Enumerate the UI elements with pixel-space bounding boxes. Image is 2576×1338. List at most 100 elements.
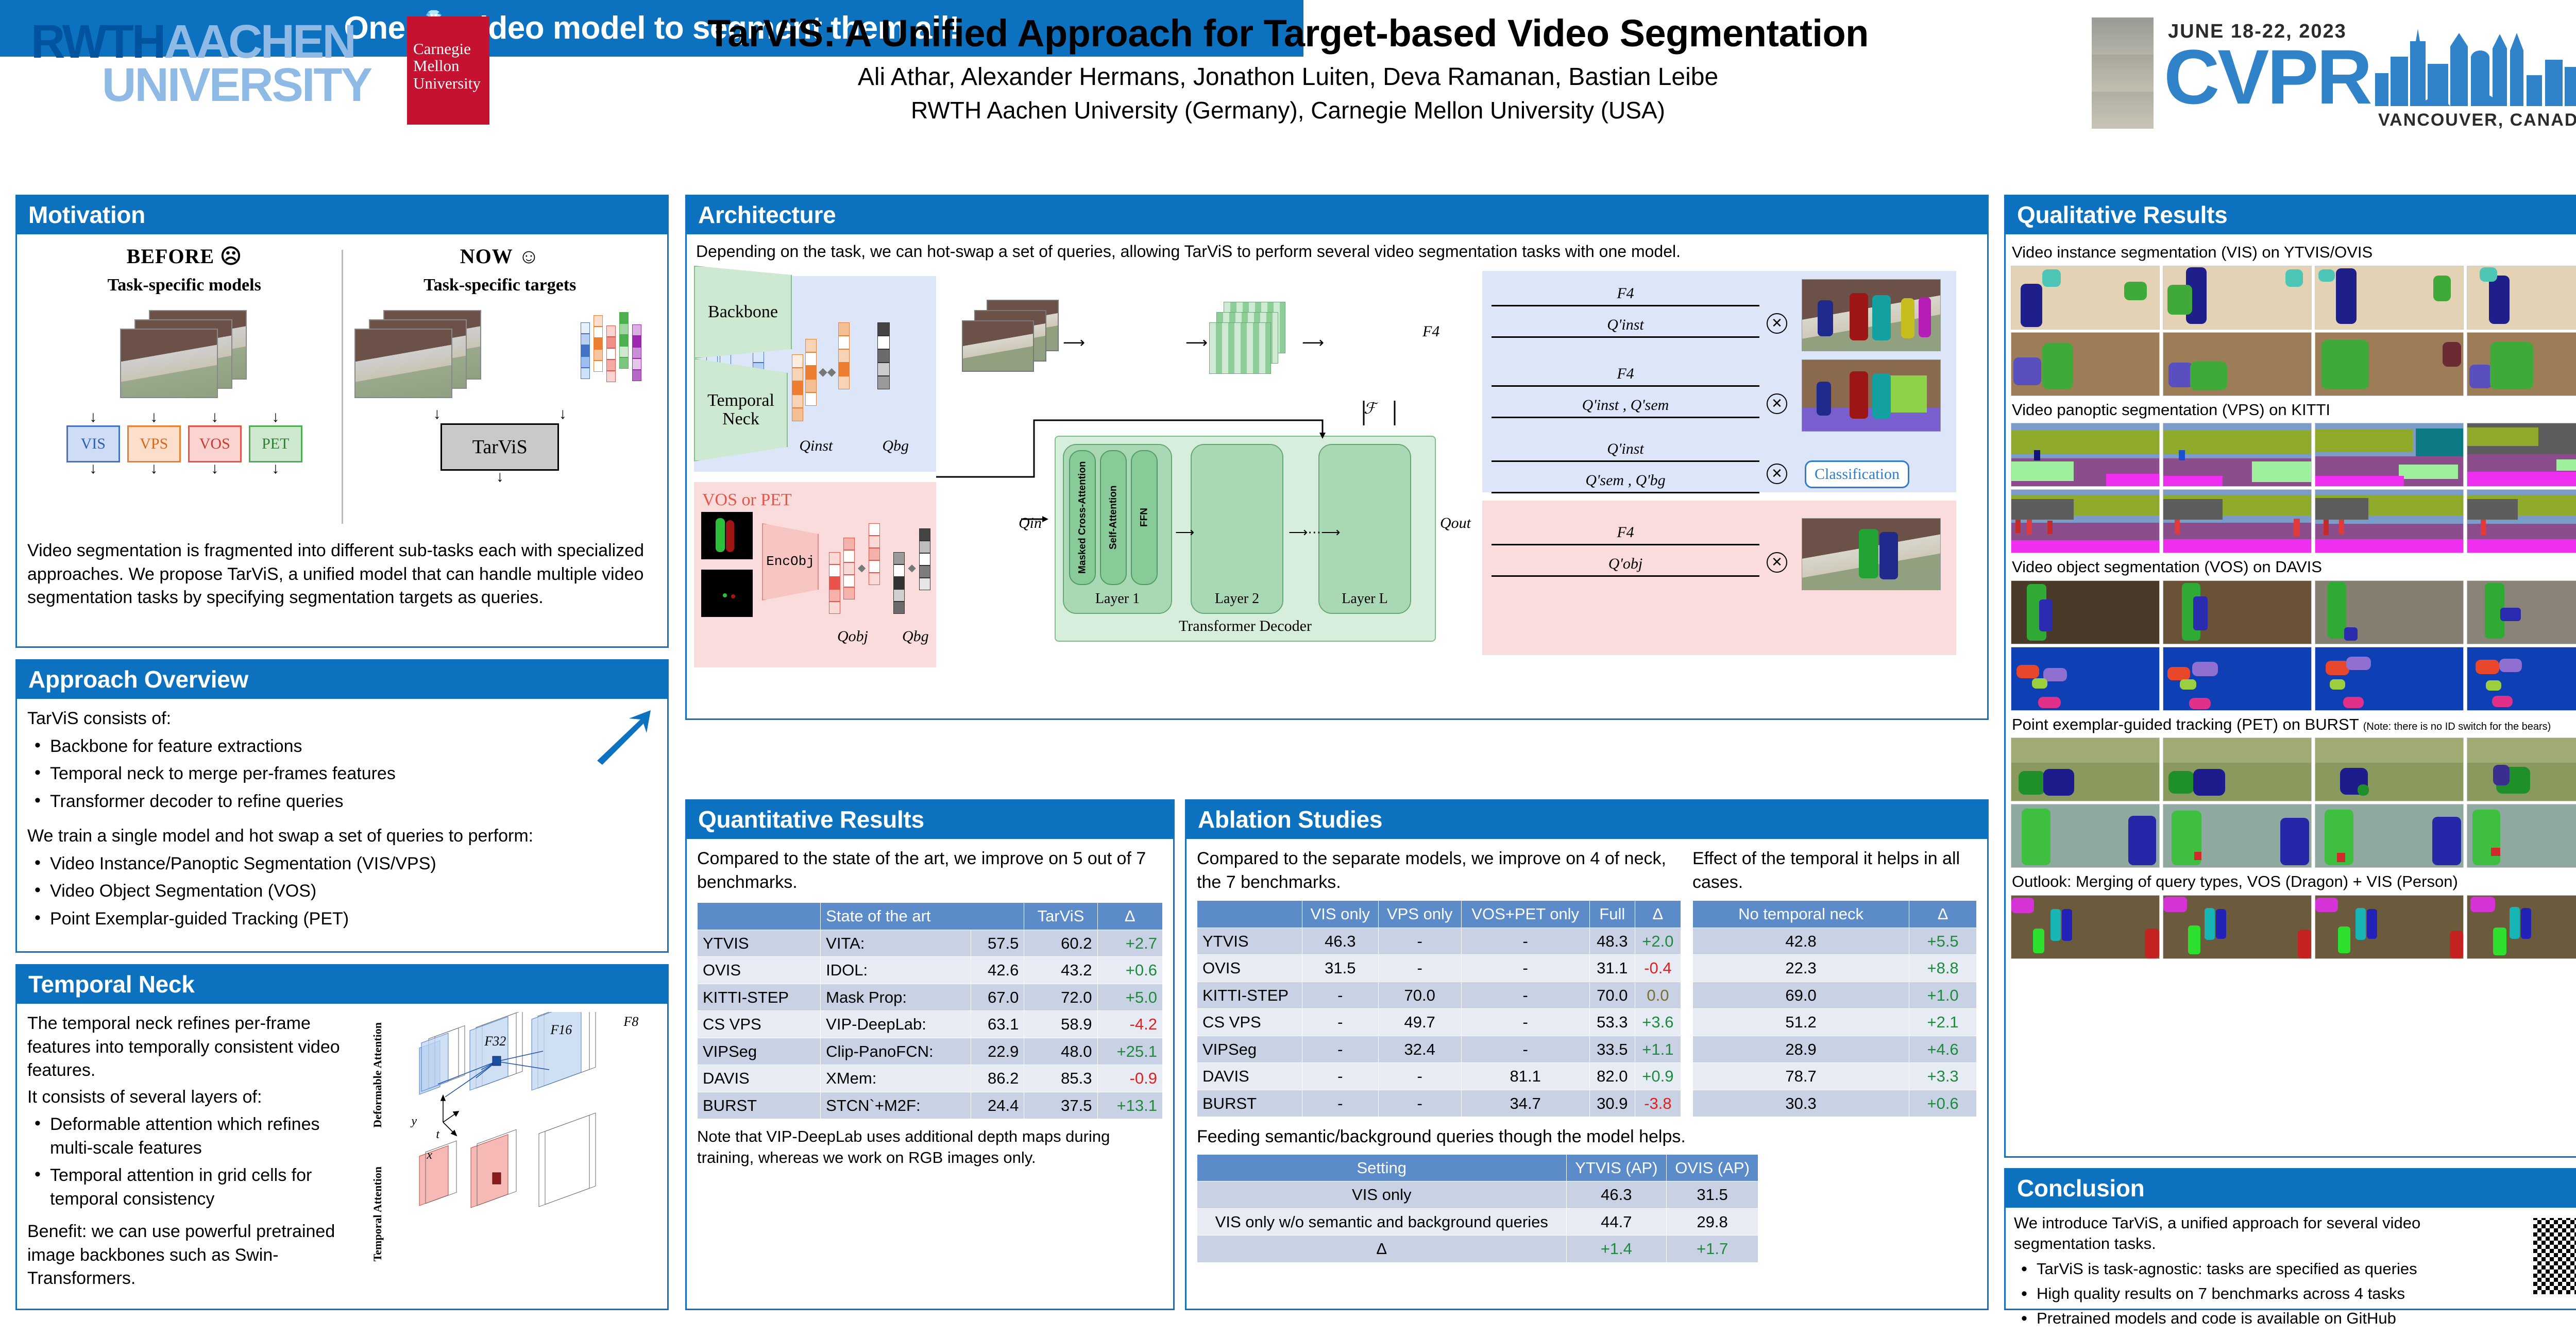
multi-scale-feature-grids [419,1012,596,1208]
table-cell: +1.7 [1666,1235,1759,1263]
decoder-layer-L: Layer L [1318,443,1411,614]
table-cell: OVIS [697,956,821,984]
table-cell: - [1461,981,1590,1009]
arrows-down-top: ↓ ↓ ↓ ↓ [89,408,280,426]
arrow-out-of-tarvis: ↓ [496,468,504,486]
quantitative-heading: Quantitative Results [687,801,1173,839]
column-header: Full [1589,900,1635,928]
list-item: TarViS is task-agnostic: tasks are speci… [2014,1258,2469,1281]
decoder-layer-2: Layer 2 [1191,443,1283,614]
conclusion-panel: Conclusion We introduce TarViS, a unifie… [2004,1168,2576,1330]
rwth-logo-rwth: RWTH [31,15,166,68]
table-cell: +3.6 [1634,1008,1681,1036]
table-cell: 30.3 [1692,1089,1910,1118]
table-cell: DAVIS [697,1065,821,1092]
vis-output-thumbnail [1802,279,1941,351]
result-thumbnail [2315,804,2464,868]
deformable-attention-label: Deformable Attention [371,1022,384,1128]
result-thumbnail [2467,646,2576,711]
table-cell: +1.0 [1909,981,1977,1009]
temporal-paragraph-2: It consists of several layers of: [27,1087,262,1107]
table-row: VIPSeg Clip-PanoFCN: 22.9 48.0 +25.1 [697,1037,1163,1066]
table-row: KITTI-STEP -70.0-70.0 0.0 [1197,981,1681,1009]
table-row: Δ +1.4 +1.7 [1197,1235,1759,1263]
list-item: Video Instance/Panoptic Segmentation (VI… [27,851,657,876]
list-item: Backbone for feature extractions [27,734,657,759]
github-qr-code[interactable] [2530,1215,2576,1297]
table-cell: 0.0 [1634,981,1681,1009]
table-cell: - [1378,1089,1462,1118]
table-cell: - [1378,1062,1462,1090]
out2-top-label: F4 [1617,365,1634,382]
q-inst-label: Qinst [799,437,833,454]
feature-map-grids [1209,301,1297,379]
list-item: Point Exemplar-guided Tracking (PET) [27,906,657,931]
motivation-panel: Motivation BEFORE ☹ Task-specific models… [15,195,669,648]
query-ablation-table: Setting YTVIS (AP) OVIS (AP) VIS only 46.3 3… [1197,1154,1759,1263]
result-thumbnail [2467,489,2576,554]
result-thumbnail [2011,895,2160,959]
table-row: BURST - -34.7 30.9 -3.8 [1197,1089,1681,1118]
author-list: Ali Athar, Alexander Hermans, Jonathon L… [857,63,1719,91]
ablation-intro-left: Compared to the separate models, we impr… [1197,849,1666,892]
temporal-neck-ablation-table: No temporal neck Δ 42.8 +5.5 22.3 +8.8 69.0 +1… [1692,900,1977,1118]
table-cell: VIP-DeepLab: [820,1010,971,1038]
result-thumbnail [2011,580,2160,644]
quantitative-body: Compared to the state of the art, we imp… [687,839,1173,1176]
list-item: Transformer decoder to refine queries [27,789,657,814]
result-thumbnail [2163,737,2312,802]
table-cell: Clip-PanoFCN: [820,1037,971,1066]
q-bg-label-bottom: Qbg [902,627,929,645]
column-header: YTVIS (AP) [1566,1154,1667,1182]
conclusion-text: We introduce TarViS, a unified approach … [2014,1213,2469,1333]
table-cell: 70.0 [1589,981,1635,1009]
table-cell: KITTI-STEP [697,983,821,1011]
column-header: Δ [1097,902,1163,930]
table-cell: 22.9 [970,1037,1025,1066]
table-header-row: Setting YTVIS (AP) OVIS (AP) [1197,1154,1759,1182]
motivation-before-column: BEFORE ☹ Task-specific models ↓ ↓ ↓ ↓ VIS V… [27,243,342,531]
table-cell: 48.3 [1589,927,1635,955]
q-in-label: Qin [1019,514,1042,531]
title-block: TarViS: A Unified Approach for Target-ba… [592,13,1984,124]
feature-label-f16: F16 [550,1022,572,1037]
result-thumbnail [2315,737,2464,802]
table-cell: 46.3 [1301,927,1379,955]
out1-bottom-label: Q'inst [1607,316,1644,334]
table-cell: 82.0 [1589,1062,1635,1090]
before-subtitle: Task-specific models [107,275,261,295]
result-thumbnail [2011,489,2160,554]
temporal-paragraph-1: The temporal neck refines per-frame feat… [27,1014,340,1080]
table-cell: 42.8 [1692,927,1910,955]
out4-bottom-label: Q'obj [1608,555,1643,573]
table-body: VIS only 46.3 31.5 VIS only w/o semantic an… [1197,1181,1759,1263]
column-header: Δ [1909,900,1977,928]
table-cell: 46.3 [1566,1181,1667,1209]
table-cell: BURST [1197,1089,1302,1118]
table-cell: - [1301,1089,1379,1118]
q-bg-label-top: Qbg [882,437,909,454]
list-item: Temporal attention in grid cells for tem… [27,1163,364,1211]
vos-mask-thumbnail [701,511,753,559]
table-cell: - [1378,954,1462,982]
qualitative-caption-vps: Video panoptic segmentation (VPS) on KIT… [2012,400,2331,419]
multiply-icon-3: ✕ [1767,463,1787,484]
temporal-neck-body: The temporal neck refines per-frame feat… [17,1004,667,1299]
table-cell: 28.9 [1692,1035,1910,1063]
table-row: OVIS 31.5- -31.1 -0.4 [1197,954,1681,982]
table-cell: VIPSeg [1197,1035,1302,1063]
affiliation-list: RWTH Aachen University (Germany), Carneg… [911,96,1665,124]
table-cell: +2.0 [1634,927,1681,955]
now-title: NOW ☺ [460,245,540,268]
approach-body: TarViS consists of: Backbone for feature… [17,699,667,943]
result-thumbnail [2163,646,2312,711]
result-thumbnail [2163,332,2312,396]
table-cell: VIS only w/o semantic and background que… [1197,1208,1567,1236]
list-item: Video Object Segmentation (VOS) [27,879,657,903]
result-thumbnail [2467,580,2576,644]
vos-pet-label: VOS or PET [702,490,792,509]
approach-overview-panel: Approach Overview TarViS consists of: Ba… [15,659,669,953]
table-cell: +4.6 [1909,1035,1977,1063]
ablation-studies-panel: Ablation Studies Compared to the separat… [1185,799,1989,1310]
result-thumbnail [2315,895,2464,959]
